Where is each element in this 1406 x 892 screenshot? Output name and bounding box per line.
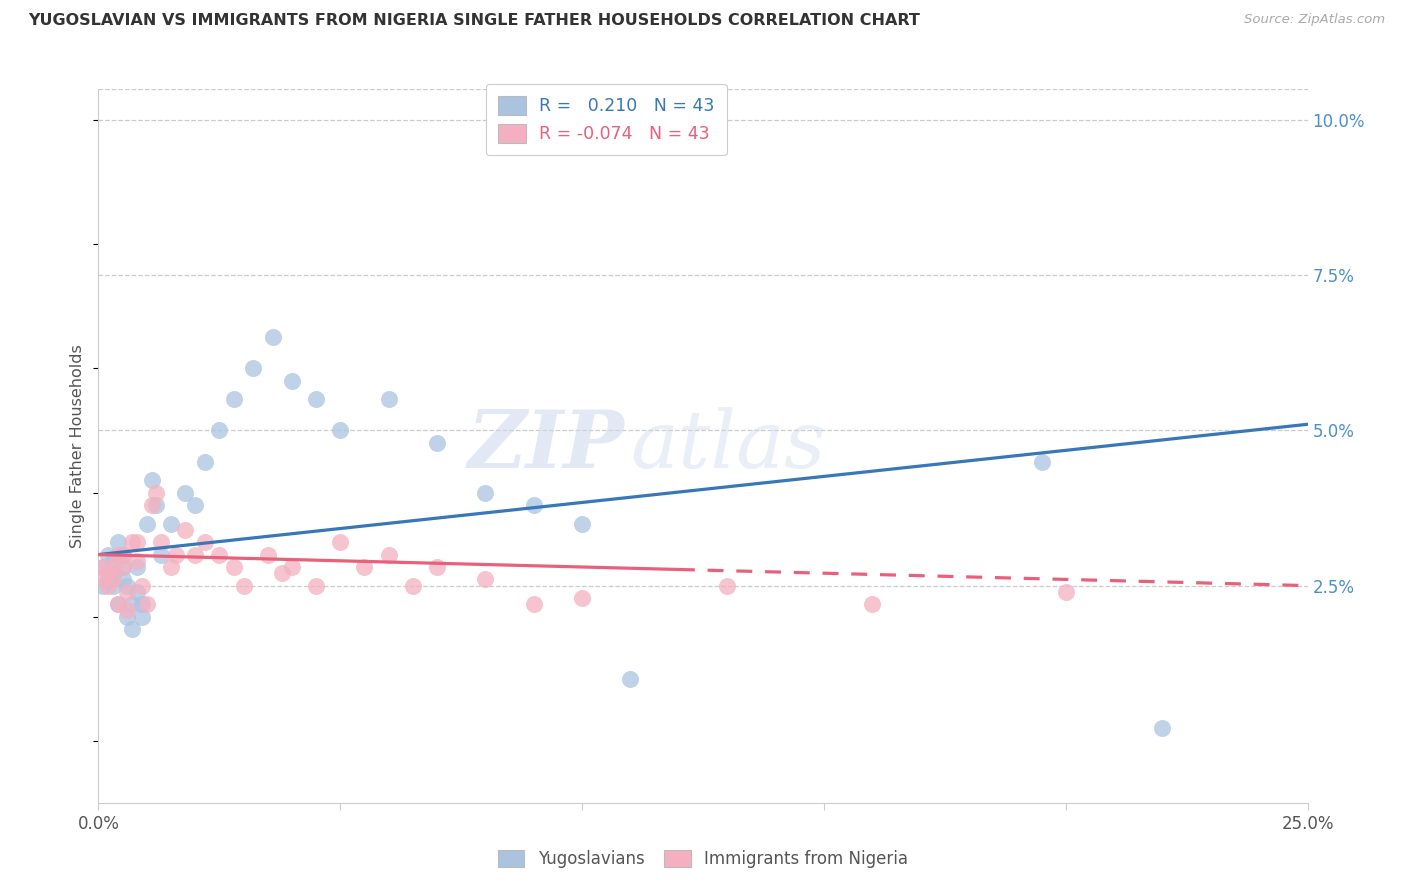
Point	[222, 560, 245, 574]
Point	[135, 597, 157, 611]
Point	[107, 535, 129, 549]
Point	[101, 560, 124, 574]
Point	[121, 622, 143, 636]
Point	[160, 516, 183, 531]
Point	[150, 548, 173, 562]
Point	[474, 485, 496, 500]
Point	[184, 498, 207, 512]
Point	[222, 392, 245, 407]
Point	[1031, 454, 1053, 468]
Point	[101, 579, 124, 593]
Point	[107, 548, 129, 562]
Point	[377, 548, 399, 562]
Point	[208, 424, 231, 438]
Point	[353, 560, 375, 574]
Point	[141, 498, 163, 512]
Point	[571, 516, 593, 531]
Point	[165, 548, 187, 562]
Point	[329, 424, 352, 438]
Text: atlas: atlas	[630, 408, 825, 484]
Point	[91, 579, 114, 593]
Point	[426, 560, 449, 574]
Point	[474, 573, 496, 587]
Point	[242, 361, 264, 376]
Text: YUGOSLAVIAN VS IMMIGRANTS FROM NIGERIA SINGLE FATHER HOUSEHOLDS CORRELATION CHAR: YUGOSLAVIAN VS IMMIGRANTS FROM NIGERIA S…	[28, 13, 920, 29]
Point	[111, 573, 134, 587]
Point	[523, 597, 546, 611]
Text: Source: ZipAtlas.com: Source: ZipAtlas.com	[1244, 13, 1385, 27]
Point	[121, 535, 143, 549]
Point	[619, 672, 641, 686]
Point	[271, 566, 294, 581]
Point	[194, 535, 217, 549]
Point	[860, 597, 883, 611]
Point	[131, 579, 153, 593]
Point	[127, 560, 149, 574]
Point	[305, 579, 328, 593]
Point	[117, 579, 139, 593]
Y-axis label: Single Father Households: Single Father Households	[70, 344, 86, 548]
Point	[194, 454, 217, 468]
Point	[111, 548, 134, 562]
Point	[111, 560, 134, 574]
Point	[117, 609, 139, 624]
Point	[208, 548, 231, 562]
Point	[716, 579, 738, 593]
Point	[523, 498, 546, 512]
Point	[117, 603, 139, 617]
Point	[135, 516, 157, 531]
Point	[1152, 722, 1174, 736]
Point	[184, 548, 207, 562]
Point	[571, 591, 593, 605]
Legend: Yugoslavians, Immigrants from Nigeria: Yugoslavians, Immigrants from Nigeria	[491, 843, 915, 875]
Point	[1054, 584, 1077, 599]
Point	[97, 573, 120, 587]
Point	[101, 554, 124, 568]
Point	[97, 579, 120, 593]
Text: ZIP: ZIP	[468, 408, 624, 484]
Point	[141, 473, 163, 487]
Point	[232, 579, 254, 593]
Point	[160, 560, 183, 574]
Point	[91, 560, 114, 574]
Point	[305, 392, 328, 407]
Point	[127, 535, 149, 549]
Point	[150, 535, 173, 549]
Point	[97, 548, 120, 562]
Point	[402, 579, 425, 593]
Point	[111, 560, 134, 574]
Point	[256, 548, 278, 562]
Point	[174, 523, 197, 537]
Point	[127, 584, 149, 599]
Legend: R =   0.210   N = 43, R = -0.074   N = 43: R = 0.210 N = 43, R = -0.074 N = 43	[485, 84, 727, 155]
Point	[101, 573, 124, 587]
Point	[117, 584, 139, 599]
Point	[107, 597, 129, 611]
Point	[101, 566, 124, 581]
Point	[329, 535, 352, 549]
Point	[127, 554, 149, 568]
Point	[91, 573, 114, 587]
Point	[377, 392, 399, 407]
Point	[91, 560, 114, 574]
Point	[281, 374, 304, 388]
Point	[131, 597, 153, 611]
Point	[145, 498, 167, 512]
Point	[97, 566, 120, 581]
Point	[262, 330, 284, 344]
Point	[131, 609, 153, 624]
Point	[174, 485, 197, 500]
Point	[426, 436, 449, 450]
Point	[107, 597, 129, 611]
Point	[111, 548, 134, 562]
Point	[121, 597, 143, 611]
Point	[145, 485, 167, 500]
Point	[281, 560, 304, 574]
